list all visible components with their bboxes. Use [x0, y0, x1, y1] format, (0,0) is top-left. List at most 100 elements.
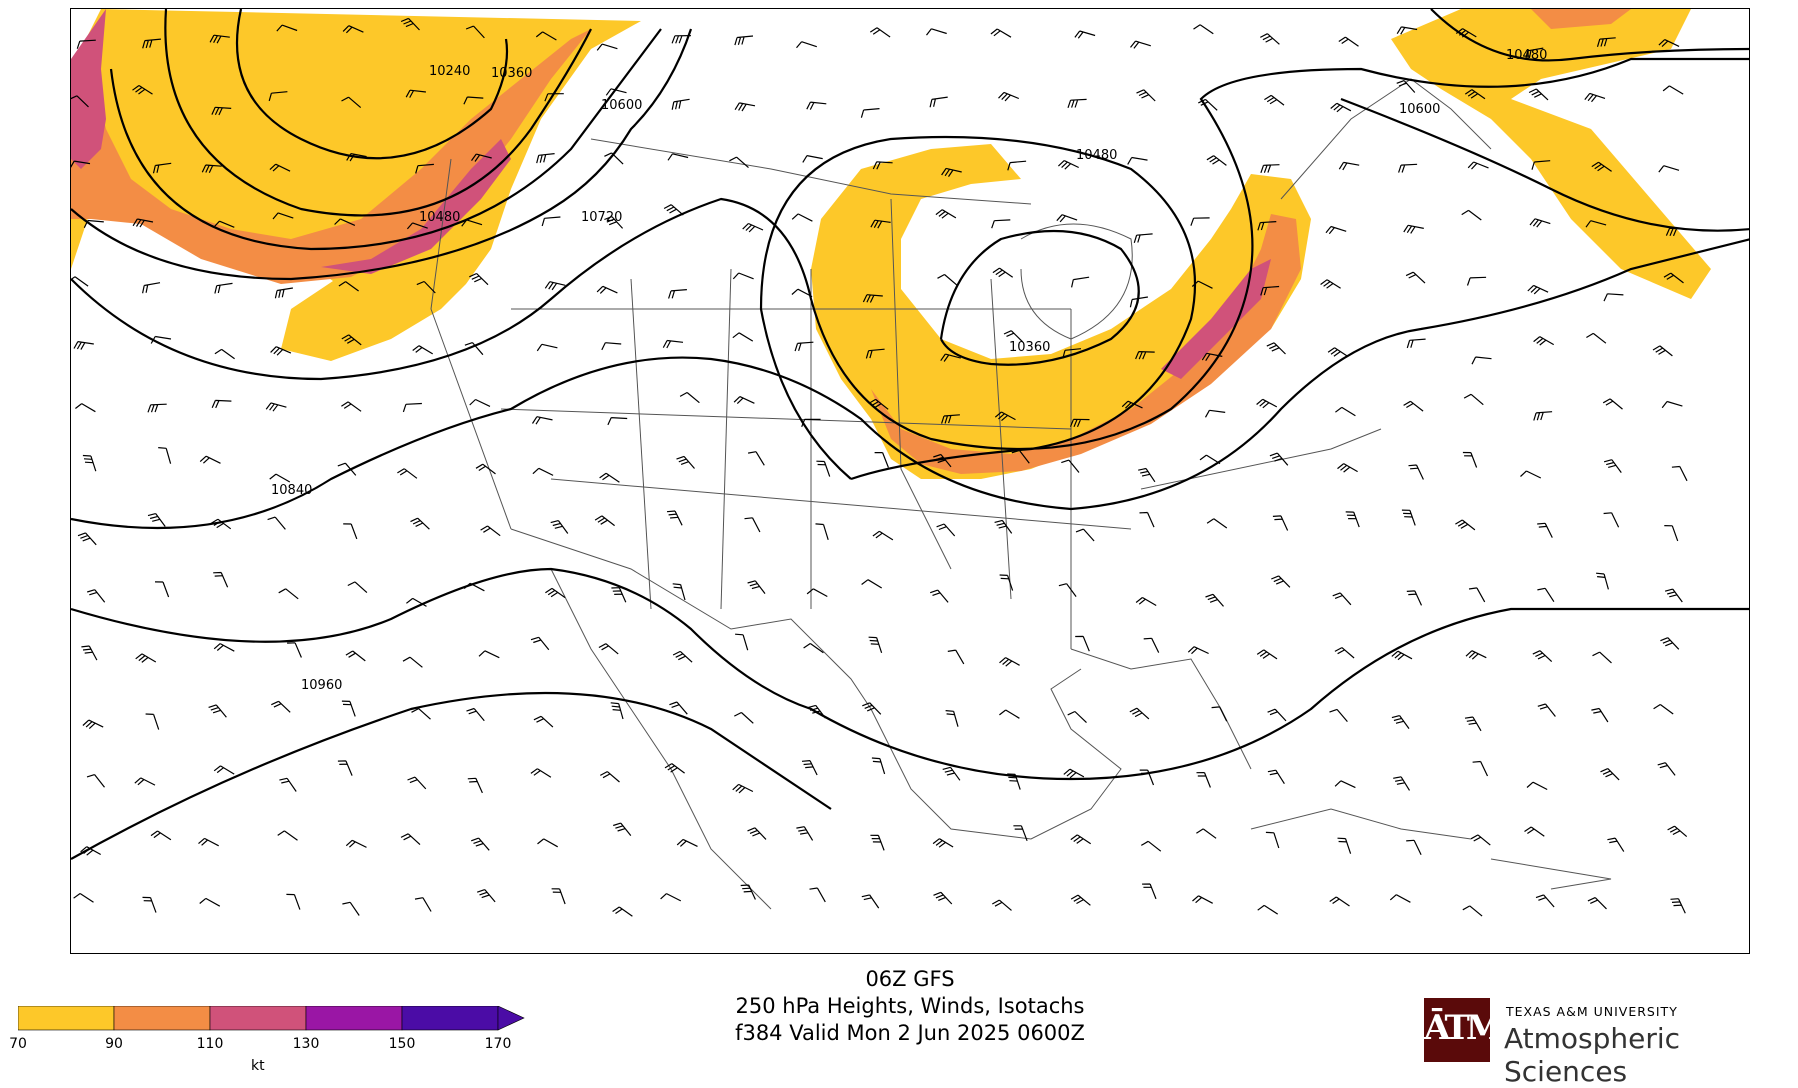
contour-label: 10840	[271, 483, 312, 498]
wind-barb	[1393, 776, 1411, 791]
wind-barb	[1391, 715, 1410, 729]
wind-barb	[1063, 768, 1085, 779]
wind-barb	[1204, 409, 1226, 418]
colorbar-swatch-150-170	[401, 1006, 499, 1031]
wind-barb	[1257, 904, 1279, 915]
wind-barb	[1142, 883, 1157, 900]
wind-barb	[272, 212, 294, 220]
wind-barb	[341, 401, 362, 412]
wind-barb	[410, 517, 430, 530]
wind-barb	[1193, 24, 1214, 35]
wind-barb	[994, 411, 1016, 422]
wind-barb	[747, 827, 767, 840]
wind-barb	[199, 897, 221, 907]
wind-barb	[402, 402, 422, 413]
colorbar-extend-arrow	[497, 1006, 525, 1031]
contour-label: 10600	[601, 98, 642, 113]
wind-barb	[1532, 650, 1553, 663]
wind-barb	[1206, 155, 1227, 166]
wind-barb	[75, 403, 96, 413]
wind-barb	[82, 454, 97, 472]
wind-barb	[132, 84, 153, 95]
wind-barb	[999, 574, 1014, 591]
isotach-90-northeast-jet	[1531, 9, 1631, 29]
wind-barb	[1664, 525, 1679, 542]
wind-barb	[740, 884, 756, 900]
wind-barb	[1464, 89, 1486, 100]
wind-barb	[663, 204, 684, 216]
wind-barb	[1070, 894, 1091, 906]
wind-barb	[346, 153, 367, 162]
wind-barb	[796, 41, 817, 49]
wind-barb	[862, 294, 883, 303]
wind-barb	[1607, 837, 1625, 852]
wind-barb	[1003, 330, 1024, 343]
wind-barb	[544, 93, 564, 102]
wind-barb	[1664, 588, 1683, 603]
wind-barb	[1537, 703, 1556, 717]
wind-barb	[676, 455, 695, 469]
wind-barb	[83, 219, 104, 228]
wind-barb	[1403, 400, 1424, 412]
wind-barb	[990, 28, 1012, 38]
wind-barb	[271, 700, 291, 713]
wind-barb	[669, 701, 688, 715]
wind-barb	[874, 452, 889, 468]
university-name: TEXAS A&M UNIVERSITY	[1506, 1004, 1678, 1019]
wind-barb	[870, 219, 891, 229]
wind-barb	[278, 588, 299, 600]
wind-barb	[1405, 271, 1426, 284]
wind-barb	[933, 453, 952, 468]
wind-barb	[672, 650, 693, 663]
wind-barb	[71, 276, 89, 287]
title-model-run: 06Z GFS	[865, 967, 955, 991]
colorbar-tick: 150	[388, 1036, 416, 1052]
wind-barb	[1190, 217, 1210, 226]
wind-barb	[1662, 85, 1684, 95]
contour-10840	[71, 238, 1749, 530]
wind-barb	[1071, 276, 1090, 288]
wind-barb	[211, 399, 232, 409]
wind-barb	[1192, 895, 1213, 904]
wind-barb	[816, 460, 831, 477]
wind-barb	[600, 771, 620, 783]
wind-barb	[1462, 905, 1483, 917]
wind-barb	[599, 472, 620, 483]
wind-barb	[342, 25, 364, 34]
wind-barb	[1332, 592, 1352, 606]
wind-barb	[1524, 826, 1545, 837]
contour-10480-northeast	[1430, 9, 1749, 62]
wind-barb	[337, 760, 353, 776]
wind-barb	[533, 715, 554, 728]
wind-barb	[935, 209, 957, 219]
wind-barb	[213, 643, 235, 652]
wind-barb	[480, 525, 501, 537]
wind-barb	[1272, 515, 1289, 531]
wind-barb	[1260, 285, 1280, 296]
wind-barb	[937, 273, 958, 286]
wind-barb	[1187, 646, 1209, 655]
colorbar-swatch-70-90	[18, 1006, 115, 1031]
wind-barb	[145, 713, 160, 730]
wind-barb	[1074, 30, 1096, 39]
wind-barb	[400, 833, 421, 846]
wind-barb	[1670, 898, 1686, 914]
wind-barb	[1140, 840, 1162, 852]
wind-barb	[1464, 716, 1482, 732]
wind-barb	[806, 101, 827, 110]
wind-barb	[1338, 161, 1360, 171]
wind-barb	[150, 335, 172, 344]
wind-barb	[470, 837, 490, 851]
wind-barb	[536, 343, 558, 352]
colorbar-swatch-110-130	[209, 1006, 307, 1031]
wind-barb	[1525, 47, 1544, 59]
wind-barb	[1406, 590, 1423, 606]
wind-barb	[607, 417, 628, 426]
wind-barb	[1211, 706, 1228, 722]
wind-barb	[142, 282, 161, 294]
wind-barb	[1325, 225, 1347, 235]
wind-barb	[287, 642, 302, 658]
wind-barb	[1406, 338, 1426, 349]
wind-barb	[411, 708, 431, 720]
wind-barb	[672, 583, 686, 601]
